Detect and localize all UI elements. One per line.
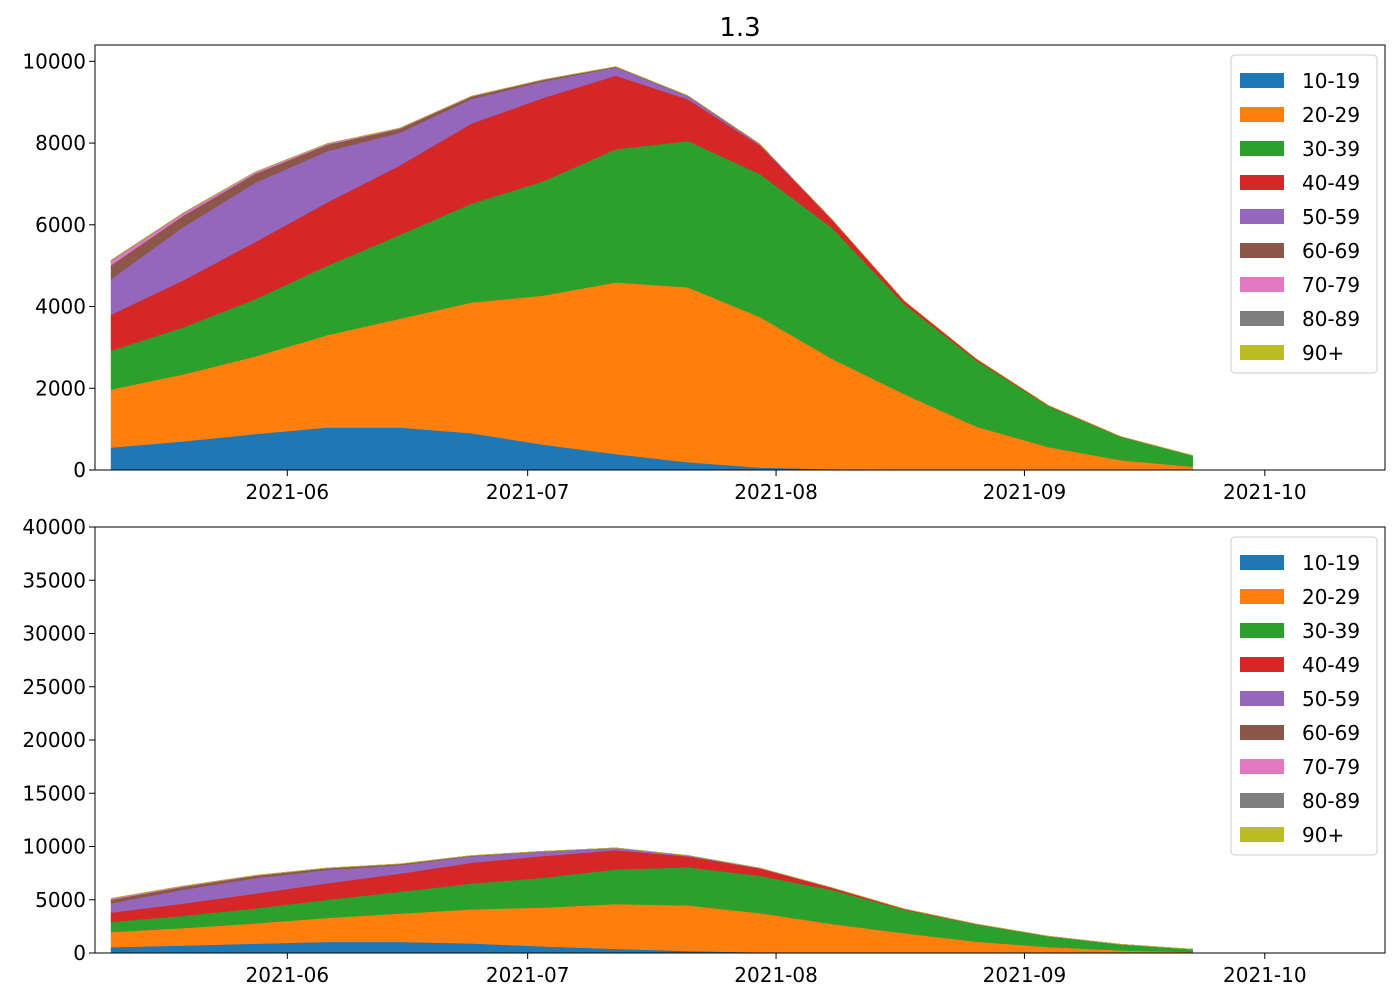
x-tick-label: 2021-07 xyxy=(486,480,570,504)
legend-swatch xyxy=(1240,555,1284,570)
legend-swatch xyxy=(1240,725,1284,740)
legend-label: 90+ xyxy=(1302,341,1344,365)
x-tick-label: 2021-08 xyxy=(734,963,818,987)
figure-title: 1.3 xyxy=(719,13,760,43)
legend-label: 70-79 xyxy=(1302,273,1360,297)
axes-frame xyxy=(94,44,1386,471)
legend-label: 40-49 xyxy=(1302,653,1360,677)
legend: 10-19 20-29 30-39 40-49 50-59 60-69 70-79 80-89… xyxy=(1230,54,1378,374)
x-tick-label: 2021-08 xyxy=(734,480,818,504)
legend-swatch xyxy=(1240,827,1284,842)
y-tick-label: 0 xyxy=(73,458,86,482)
y-tick-label: 2000 xyxy=(35,376,86,400)
legend-swatch xyxy=(1240,243,1284,258)
area-layer xyxy=(110,66,1193,470)
legend-swatch xyxy=(1240,793,1284,808)
legend-label: 80-89 xyxy=(1302,789,1360,813)
legend-swatch xyxy=(1240,311,1284,326)
legend-swatch xyxy=(1240,175,1284,190)
legend-label: 50-59 xyxy=(1302,205,1360,229)
legend-label: 60-69 xyxy=(1302,239,1360,263)
x-tick-label: 2021-09 xyxy=(983,963,1067,987)
legend-label: 40-49 xyxy=(1302,171,1360,195)
legend-swatch xyxy=(1240,209,1284,224)
legend-swatch xyxy=(1240,73,1284,88)
area-series-90+ xyxy=(110,66,1193,456)
legend-swatch xyxy=(1240,589,1284,604)
y-tick-label: 8000 xyxy=(35,131,86,155)
x-tick-label: 2021-07 xyxy=(486,963,570,987)
y-tick-label: 15000 xyxy=(22,781,86,805)
chart-panel-top: 0 2000 4000 6000 8000 10000 2021-06 2021-07 2021… xyxy=(22,44,1386,504)
y-tick-label: 0 xyxy=(73,941,86,965)
y-tick-label: 30000 xyxy=(22,622,86,646)
y-tick-label: 10000 xyxy=(22,49,86,73)
legend-swatch xyxy=(1240,141,1284,156)
legend-swatch xyxy=(1240,277,1284,292)
legend-swatch xyxy=(1240,691,1284,706)
chart-panel-bottom: 0 5000 10000 15000 20000 25000 30000 35000 40000… xyxy=(22,515,1386,987)
x-tick-label: 2021-09 xyxy=(983,480,1067,504)
legend-label: 60-69 xyxy=(1302,721,1360,745)
legend-label: 20-29 xyxy=(1302,103,1360,127)
legend-label: 70-79 xyxy=(1302,755,1360,779)
legend-swatch xyxy=(1240,623,1284,638)
y-tick-label: 5000 xyxy=(35,888,86,912)
legend-label: 50-59 xyxy=(1302,687,1360,711)
legend-label: 10-19 xyxy=(1302,69,1360,93)
x-tick-label: 2021-10 xyxy=(1223,963,1307,987)
legend-box xyxy=(1230,54,1378,374)
x-tick-label: 2021-06 xyxy=(246,480,330,504)
legend-label: 90+ xyxy=(1302,823,1344,847)
y-tick-label: 35000 xyxy=(22,568,86,592)
y-tick-label: 4000 xyxy=(35,295,86,319)
legend-label: 30-39 xyxy=(1302,619,1360,643)
legend-swatch xyxy=(1240,107,1284,122)
legend: 10-19 20-29 30-39 40-49 50-59 60-69 70-79 80-89… xyxy=(1230,536,1378,856)
y-tick-label: 10000 xyxy=(22,835,86,859)
x-tick-label: 2021-10 xyxy=(1223,480,1307,504)
area-layer xyxy=(110,847,1193,953)
y-tick-label: 25000 xyxy=(22,675,86,699)
legend-swatch xyxy=(1240,759,1284,774)
y-tick-label: 40000 xyxy=(22,515,86,539)
area-series-90+ xyxy=(110,847,1193,950)
legend-label: 30-39 xyxy=(1302,137,1360,161)
legend-box xyxy=(1230,536,1378,856)
x-tick-label: 2021-06 xyxy=(246,963,330,987)
legend-label: 20-29 xyxy=(1302,585,1360,609)
legend-label: 10-19 xyxy=(1302,551,1360,575)
y-tick-label: 6000 xyxy=(35,213,86,237)
legend-swatch xyxy=(1240,345,1284,360)
y-tick-label: 20000 xyxy=(22,728,86,752)
legend-label: 80-89 xyxy=(1302,307,1360,331)
legend-swatch xyxy=(1240,657,1284,672)
